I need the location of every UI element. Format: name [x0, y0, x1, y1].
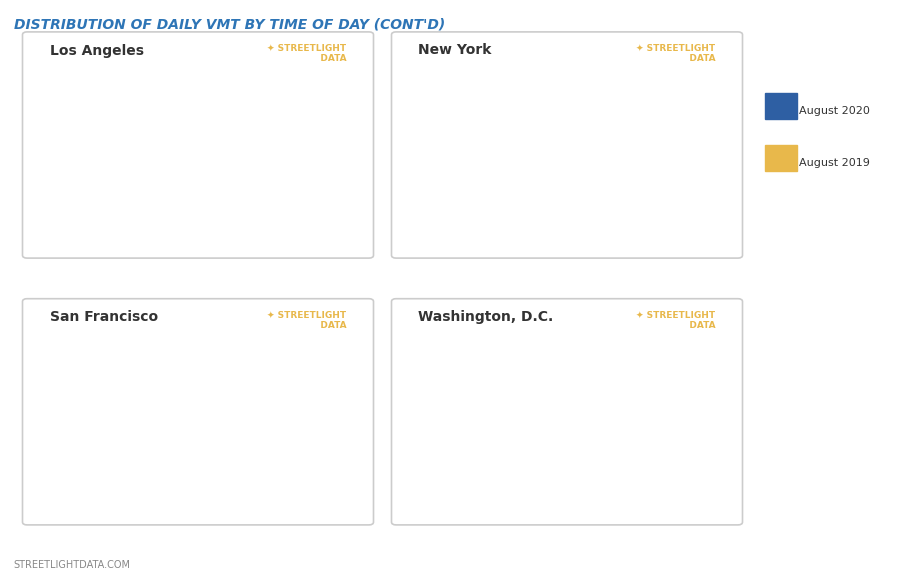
Text: August 2020: August 2020 [799, 106, 870, 116]
Bar [142, 61, 180, 218]
Text: STREETLIGHTDATA.COM: STREETLIGHTDATA.COM [14, 560, 130, 570]
Text: August 2019: August 2019 [807, 133, 882, 146]
Text: August 2019: August 2019 [799, 158, 870, 168]
Bar [775, 74, 802, 104]
Text: August 2020: August 2020 [807, 82, 882, 95]
Text: ✦ STREETLIGHT
   DATA: ✦ STREETLIGHT DATA [267, 310, 346, 329]
Text: Washington, D.C.: Washington, D.C. [418, 310, 554, 324]
Bar [511, 328, 549, 484]
Bar [511, 61, 549, 218]
Text: ✦ STREETLIGHT
   DATA: ✦ STREETLIGHT DATA [636, 310, 716, 329]
Text: ✦ STREETLIGHT
   DATA: ✦ STREETLIGHT DATA [267, 44, 346, 63]
Bar [142, 328, 180, 484]
Text: DISTRIBUTION OF DAILY VMT BY TIME OF DAY (CONT'D): DISTRIBUTION OF DAILY VMT BY TIME OF DAY… [14, 17, 445, 31]
Text: San Francisco: San Francisco [50, 310, 158, 324]
Bar [775, 125, 802, 155]
Text: ✦ STREETLIGHT
   DATA: ✦ STREETLIGHT DATA [636, 44, 716, 63]
Text: New York: New York [418, 44, 492, 57]
Text: Los Angeles: Los Angeles [50, 44, 143, 57]
